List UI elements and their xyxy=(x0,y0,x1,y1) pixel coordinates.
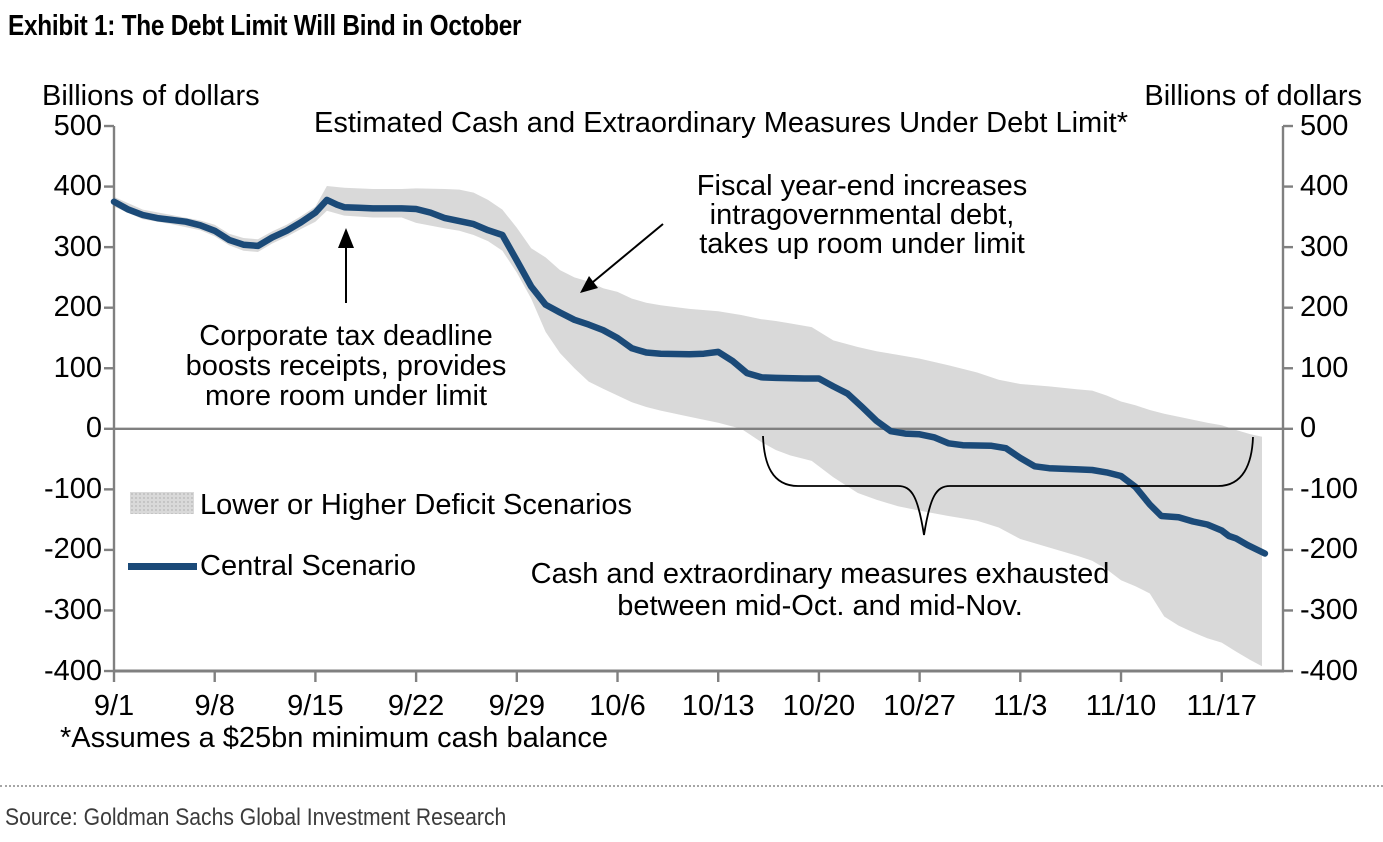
y-tick-label-right: 300 xyxy=(1300,230,1349,263)
y-tick-label-left: 100 xyxy=(53,351,102,384)
x-tick-label: 9/22 xyxy=(387,690,445,722)
annotation-fiscal-line1: Fiscal year-end increases xyxy=(696,170,1028,202)
chart-subtitle: Estimated Cash and Extraordinary Measure… xyxy=(314,107,1128,139)
annotation-exhausted-line2: between mid-Oct. and mid-Nov. xyxy=(617,590,1023,622)
x-tick-label: 11/3 xyxy=(993,690,1048,722)
x-tick-label: 9/1 xyxy=(93,690,135,722)
y-tick-label-left: 300 xyxy=(53,230,102,263)
exhibit-title-text: Exhibit 1: The Debt Limit Will Bind in O… xyxy=(8,10,522,42)
y-tick-label-right: 400 xyxy=(1300,170,1349,203)
y-axis-unit-right: Billions of dollars xyxy=(1144,80,1362,112)
x-tick-label: 10/13 xyxy=(681,690,755,722)
y-tick-label-left: 400 xyxy=(53,170,102,203)
legend-band-label: Lower or Higher Deficit Scenarios xyxy=(200,489,632,521)
source-text: Source: Goldman Sachs Global Investment … xyxy=(5,804,575,832)
y-tick-label-right: 0 xyxy=(1300,412,1317,445)
source-text-inner: Source: Goldman Sachs Global Investment … xyxy=(5,804,507,831)
axes xyxy=(104,124,1293,682)
legend-band-swatch xyxy=(130,492,194,514)
annotation-exhausted: Cash and extraordinary measures exhauste… xyxy=(520,558,1120,622)
x-tick-label: 10/20 xyxy=(782,690,856,722)
x-tick-label: 9/29 xyxy=(488,690,546,722)
y-tick-label-left: -200 xyxy=(43,533,102,566)
y-tick-label-right: 100 xyxy=(1300,351,1349,384)
x-tick-label: 10/27 xyxy=(883,690,956,722)
exhaustion-brace xyxy=(762,435,1254,536)
annotation-corporate-line3: more room under limit xyxy=(204,380,488,412)
legend-line-label: Central Scenario xyxy=(200,550,416,582)
x-tick-label: 9/8 xyxy=(194,690,235,722)
annotation-corporate-tax: Corporate tax deadline boosts receipts, … xyxy=(166,321,526,411)
annotation-fiscal-line2: intragovernmental debt, xyxy=(709,199,1015,231)
y-tick-label-right: -200 xyxy=(1300,533,1359,566)
annotation-corporate-line2: boosts receipts, provides xyxy=(185,350,507,382)
y-tick-label-right: -300 xyxy=(1300,594,1359,626)
annotation-corporate-line1: Corporate tax deadline xyxy=(199,320,493,352)
x-tick-label: 11/10 xyxy=(1085,690,1157,722)
y-tick-label-left: 0 xyxy=(85,412,102,445)
fiscal-year-end-arrow xyxy=(580,223,664,293)
scenario-band-area xyxy=(114,186,1262,667)
y-axis-unit-left: Billions of dollars xyxy=(42,80,260,112)
y-tick-label-left: 200 xyxy=(53,291,102,324)
corporate-tax-arrow xyxy=(338,228,354,303)
chart-footnote: *Assumes a $25bn minimum cash balance xyxy=(60,722,609,754)
x-tick-label: 10/6 xyxy=(589,690,646,722)
y-tick-label-right: -400 xyxy=(1300,654,1359,687)
y-tick-label-left: -300 xyxy=(43,594,102,626)
y-tick-label-left: 500 xyxy=(53,109,102,142)
central-scenario-line xyxy=(110,196,1269,557)
y-tick-label-right: 200 xyxy=(1300,291,1349,324)
legend-line-swatch xyxy=(128,563,197,570)
exhibit-title: Exhibit 1: The Debt Limit Will Bind in O… xyxy=(8,10,619,43)
annotation-exhausted-line1: Cash and extraordinary measures exhauste… xyxy=(530,558,1110,590)
annotation-fiscal-line3: takes up room under limit xyxy=(699,228,1025,260)
x-tick-label: 9/15 xyxy=(287,690,344,722)
source-divider xyxy=(0,785,1383,787)
y-tick-label-right: 500 xyxy=(1300,109,1349,142)
y-tick-label-left: -400 xyxy=(43,654,102,687)
y-tick-label-right: -100 xyxy=(1300,472,1359,505)
x-tick-label: 11/17 xyxy=(1186,690,1257,722)
y-tick-label-left: -100 xyxy=(43,472,102,505)
annotation-fiscal-year-end: Fiscal year-end increases intragovernmen… xyxy=(682,172,1042,259)
